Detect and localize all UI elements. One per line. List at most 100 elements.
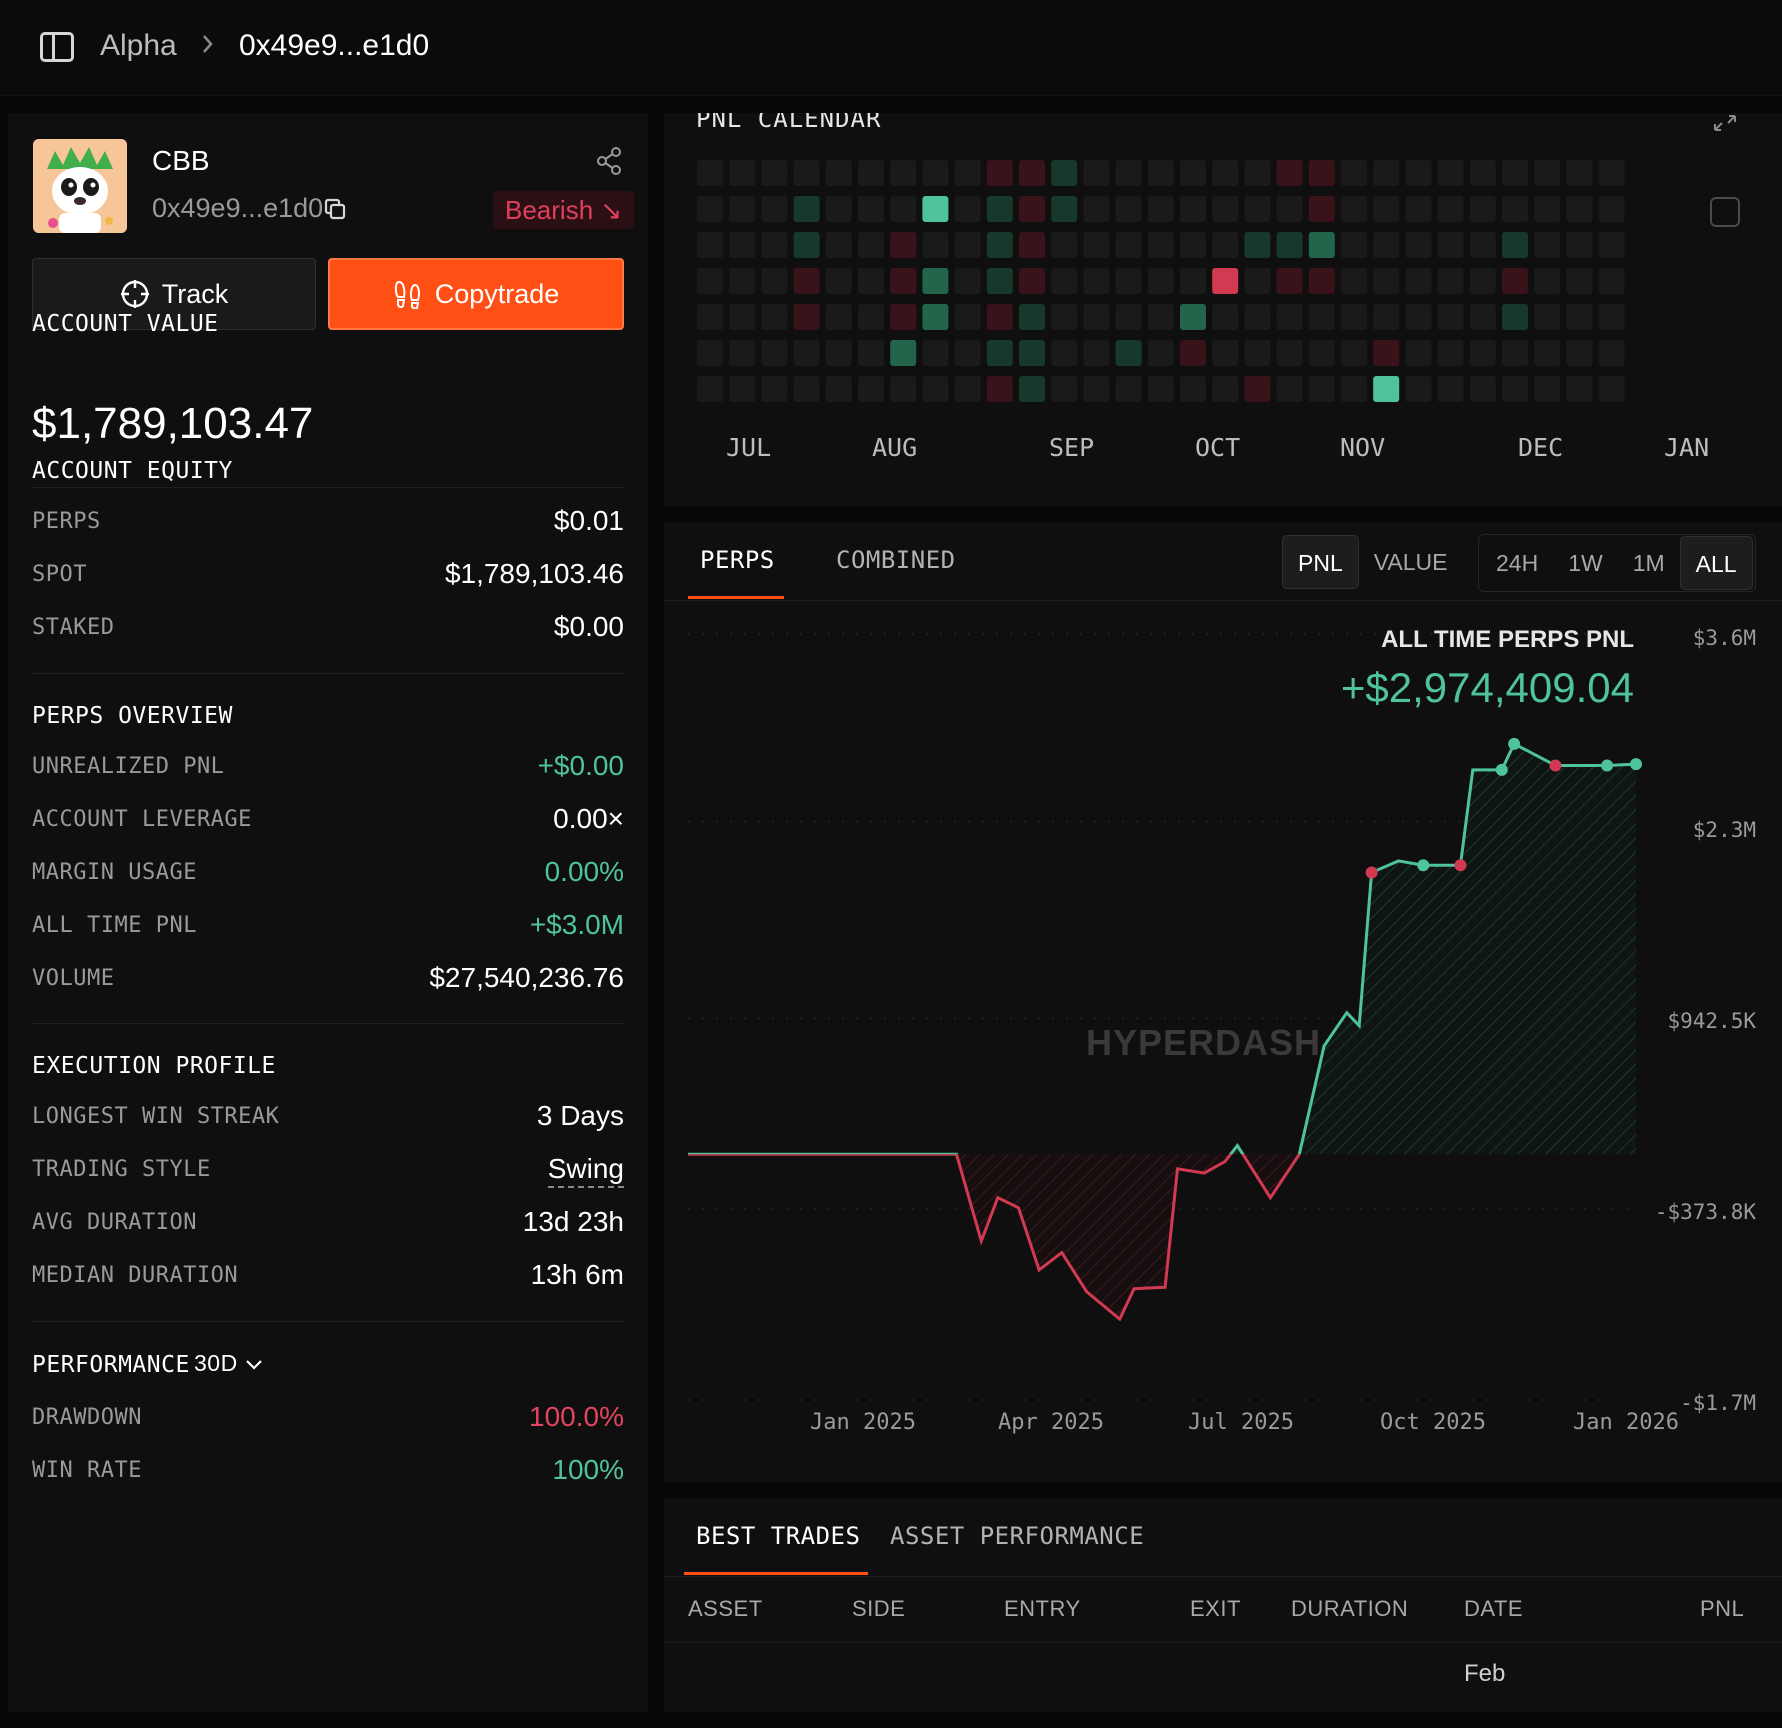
tab-asset-performance[interactable]: ASSET PERFORMANCE [890,1522,1145,1550]
trading-style-value[interactable]: Swing [547,1153,624,1188]
calendar-day-cell[interactable] [858,196,884,222]
column-header-asset[interactable]: ASSET [688,1596,763,1621]
calendar-day-cell[interactable] [1502,160,1528,186]
column-header-exit[interactable]: EXIT [1190,1596,1241,1621]
calendar-day-cell[interactable] [793,340,820,366]
calendar-day-cell[interactable] [1115,304,1142,330]
calendar-day-cell[interactable] [1244,376,1271,402]
calendar-day-cell[interactable] [1341,304,1367,330]
calendar-day-cell[interactable] [1437,268,1464,294]
calendar-day-cell[interactable] [825,376,852,402]
calendar-day-cell[interactable] [729,376,756,402]
calendar-day-cell[interactable] [890,160,917,186]
calendar-day-cell[interactable] [1373,232,1400,258]
mode-value[interactable]: VALUE [1373,549,1448,575]
trade-marker[interactable] [1508,737,1521,750]
calendar-day-cell[interactable] [1244,268,1271,294]
calendar-day-cell[interactable] [1276,376,1303,402]
calendar-day-cell[interactable] [1019,268,1045,294]
calendar-day-cell[interactable] [1469,196,1496,222]
calendar-day-cell[interactable] [1469,376,1496,402]
mode-pnl[interactable]: PNL [1282,535,1359,589]
calendar-day-cell[interactable] [1019,376,1045,402]
calendar-day-cell[interactable] [825,232,852,258]
calendar-day-cell[interactable] [890,196,917,222]
calendar-day-cell[interactable] [1469,160,1496,186]
calendar-day-cell[interactable] [1502,196,1528,222]
column-header-entry[interactable]: ENTRY [1004,1596,1081,1621]
calendar-day-cell[interactable] [1341,268,1367,294]
share-icon[interactable] [596,147,622,175]
calendar-day-cell[interactable] [1308,232,1335,258]
calendar-day-cell[interactable] [1244,232,1271,258]
calendar-day-cell[interactable] [858,232,884,258]
calendar-day-cell[interactable] [729,304,756,330]
calendar-day-cell[interactable] [729,196,756,222]
calendar-day-cell[interactable] [1083,340,1110,366]
calendar-day-cell[interactable] [922,304,949,330]
calendar-day-cell[interactable] [1147,304,1174,330]
calendar-day-cell[interactable] [1534,160,1561,186]
calendar-day-cell[interactable] [729,268,756,294]
calendar-day-cell[interactable] [1147,268,1174,294]
calendar-day-cell[interactable] [1566,160,1593,186]
calendar-day-cell[interactable] [1115,376,1142,402]
calendar-day-cell[interactable] [858,376,884,402]
calendar-day-cell[interactable] [1341,376,1367,402]
calendar-day-cell[interactable] [986,160,1013,186]
calendar-day-cell[interactable] [1083,196,1110,222]
calendar-day-cell[interactable] [986,268,1013,294]
calendar-day-cell[interactable] [1276,196,1303,222]
calendar-day-cell[interactable] [1115,232,1142,258]
calendar-day-cell[interactable] [1341,340,1367,366]
calendar-day-cell[interactable] [1083,160,1110,186]
track-button[interactable]: Track [32,258,316,330]
calendar-day-cell[interactable] [1502,340,1528,366]
column-header-duration[interactable]: DURATION [1291,1596,1409,1621]
calendar-day-cell[interactable] [761,196,788,222]
calendar-day-cell[interactable] [922,268,949,294]
calendar-day-cell[interactable] [1147,376,1174,402]
calendar-day-cell[interactable] [1019,196,1045,222]
calendar-day-cell[interactable] [954,268,981,294]
calendar-day-cell[interactable] [1598,160,1625,186]
calendar-day-cell[interactable] [1405,160,1432,186]
calendar-day-cell[interactable] [922,196,949,222]
calendar-day-cell[interactable] [1212,340,1239,366]
calendar-day-cell[interactable] [761,304,788,330]
calendar-day-cell[interactable] [793,160,820,186]
calendar-day-cell[interactable] [1180,232,1206,258]
calendar-day-cell[interactable] [922,232,949,258]
calendar-day-cell[interactable] [890,340,917,366]
column-header-date[interactable]: DATE [1464,1596,1524,1621]
calendar-day-cell[interactable] [1437,232,1464,258]
calendar-day-cell[interactable] [1244,196,1271,222]
calendar-day-cell[interactable] [1437,304,1464,330]
sidebar-toggle-icon[interactable] [40,32,74,62]
tab-best-trades[interactable]: BEST TRADES [696,1522,861,1550]
calendar-day-cell[interactable] [1373,304,1400,330]
expand-icon[interactable] [1712,113,1738,133]
calendar-day-cell[interactable] [1308,304,1335,330]
calendar-day-cell[interactable] [1598,268,1625,294]
calendar-day-cell[interactable] [729,232,756,258]
calendar-day-cell[interactable] [1566,196,1593,222]
calendar-day-cell[interactable] [1566,376,1593,402]
calendar-day-cell[interactable] [1180,304,1206,330]
calendar-day-cell[interactable] [1244,340,1271,366]
calendar-day-cell[interactable] [793,376,820,402]
calendar-day-cell[interactable] [1308,376,1335,402]
calendar-day-cell[interactable] [793,196,820,222]
calendar-day-cell[interactable] [761,232,788,258]
calendar-day-cell[interactable] [1308,196,1335,222]
calendar-day-cell[interactable] [1212,232,1239,258]
calendar-day-cell[interactable] [1502,376,1528,402]
calendar-day-cell[interactable] [1437,196,1464,222]
tab-combined[interactable]: COMBINED [836,546,956,574]
calendar-day-cell[interactable] [1083,232,1110,258]
trade-marker[interactable] [1601,759,1614,772]
calendar-day-cell[interactable] [1373,268,1400,294]
calendar-day-cell[interactable] [825,196,852,222]
calendar-day-cell[interactable] [1051,160,1078,186]
calendar-day-cell[interactable] [1341,196,1367,222]
